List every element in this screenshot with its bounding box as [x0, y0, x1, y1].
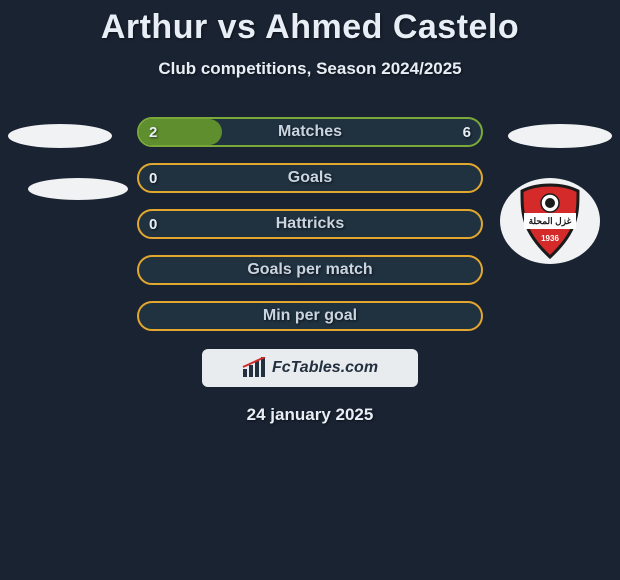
bar-label: Goals: [137, 163, 483, 193]
bar-label: Min per goal: [137, 301, 483, 331]
placeholder-ellipse: [8, 124, 112, 148]
left-player-placeholder: [8, 124, 128, 230]
stat-row: Min per goal: [137, 301, 483, 331]
shield-icon: غزل المحلة 1936: [516, 183, 584, 259]
bar-label: Matches: [137, 117, 483, 147]
brand-text: FcTables.com: [272, 359, 378, 377]
bar-label: Goals per match: [137, 255, 483, 285]
page-title: Arthur vs Ahmed Castelo: [0, 0, 620, 47]
stat-row: Goals per match: [137, 255, 483, 285]
svg-text:1936: 1936: [541, 234, 559, 243]
bar-right-value: 6: [463, 117, 471, 147]
date-text: 24 january 2025: [0, 405, 620, 425]
bar-label: Hattricks: [137, 209, 483, 239]
badge-circle: غزل المحلة 1936: [500, 178, 600, 264]
subtitle: Club competitions, Season 2024/2025: [0, 59, 620, 79]
stat-row: Hattricks0: [137, 209, 483, 239]
bar-left-value: 0: [149, 163, 157, 193]
right-player-placeholder: [508, 124, 612, 178]
placeholder-ellipse: [508, 124, 612, 148]
stat-row: Goals0: [137, 163, 483, 193]
stat-row: Matches2 6: [137, 117, 483, 147]
placeholder-ellipse: [28, 178, 128, 200]
bars-icon: [242, 357, 268, 379]
bar-left-value: 0: [149, 209, 157, 239]
svg-text:غزل المحلة: غزل المحلة: [529, 216, 572, 227]
club-badge: غزل المحلة 1936: [500, 178, 602, 264]
bar-left-value: 2: [149, 117, 157, 147]
comparison-bars: Matches26Goals0Hattricks0Goals per match…: [137, 117, 483, 331]
brand-footer[interactable]: FcTables.com: [202, 349, 418, 387]
